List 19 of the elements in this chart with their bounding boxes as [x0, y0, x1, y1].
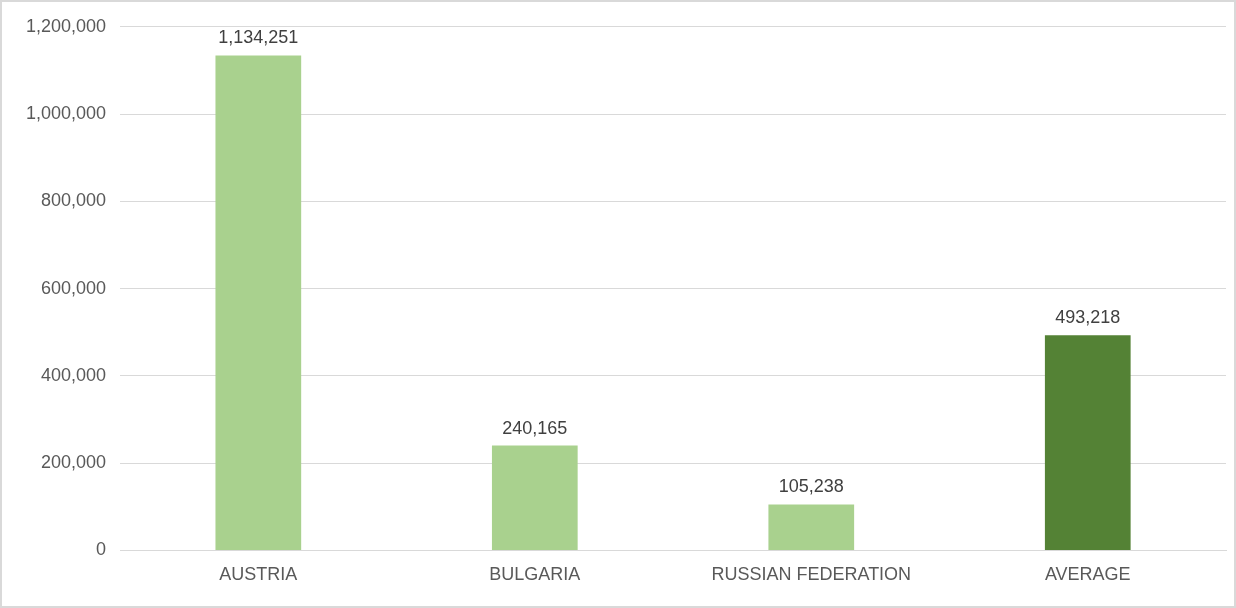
bar — [1044, 335, 1131, 550]
x-tick-label: AVERAGE — [1044, 564, 1131, 585]
x-tick-label: RUSSIAN FEDERATION — [711, 564, 912, 585]
data-label: 105,238 — [778, 476, 844, 497]
y-tick-label: 1,200,000 — [26, 15, 107, 36]
y-tick-label: 1,000,000 — [26, 103, 107, 124]
x-tick-label: BULGARIA — [489, 564, 581, 585]
x-tick-label: AUSTRIA — [219, 564, 298, 585]
data-label: 1,134,251 — [218, 27, 299, 48]
y-tick-label: 200,000 — [41, 452, 107, 473]
data-label: 240,165 — [502, 417, 568, 438]
bar — [491, 445, 578, 550]
bar — [215, 55, 302, 550]
y-tick-label: 600,000 — [41, 277, 107, 298]
data-label: 493,218 — [1055, 307, 1121, 328]
bar — [768, 504, 855, 550]
y-tick-label: 0 — [96, 539, 107, 560]
y-tick-label: 400,000 — [41, 364, 107, 385]
y-tick-label: 800,000 — [41, 190, 107, 211]
